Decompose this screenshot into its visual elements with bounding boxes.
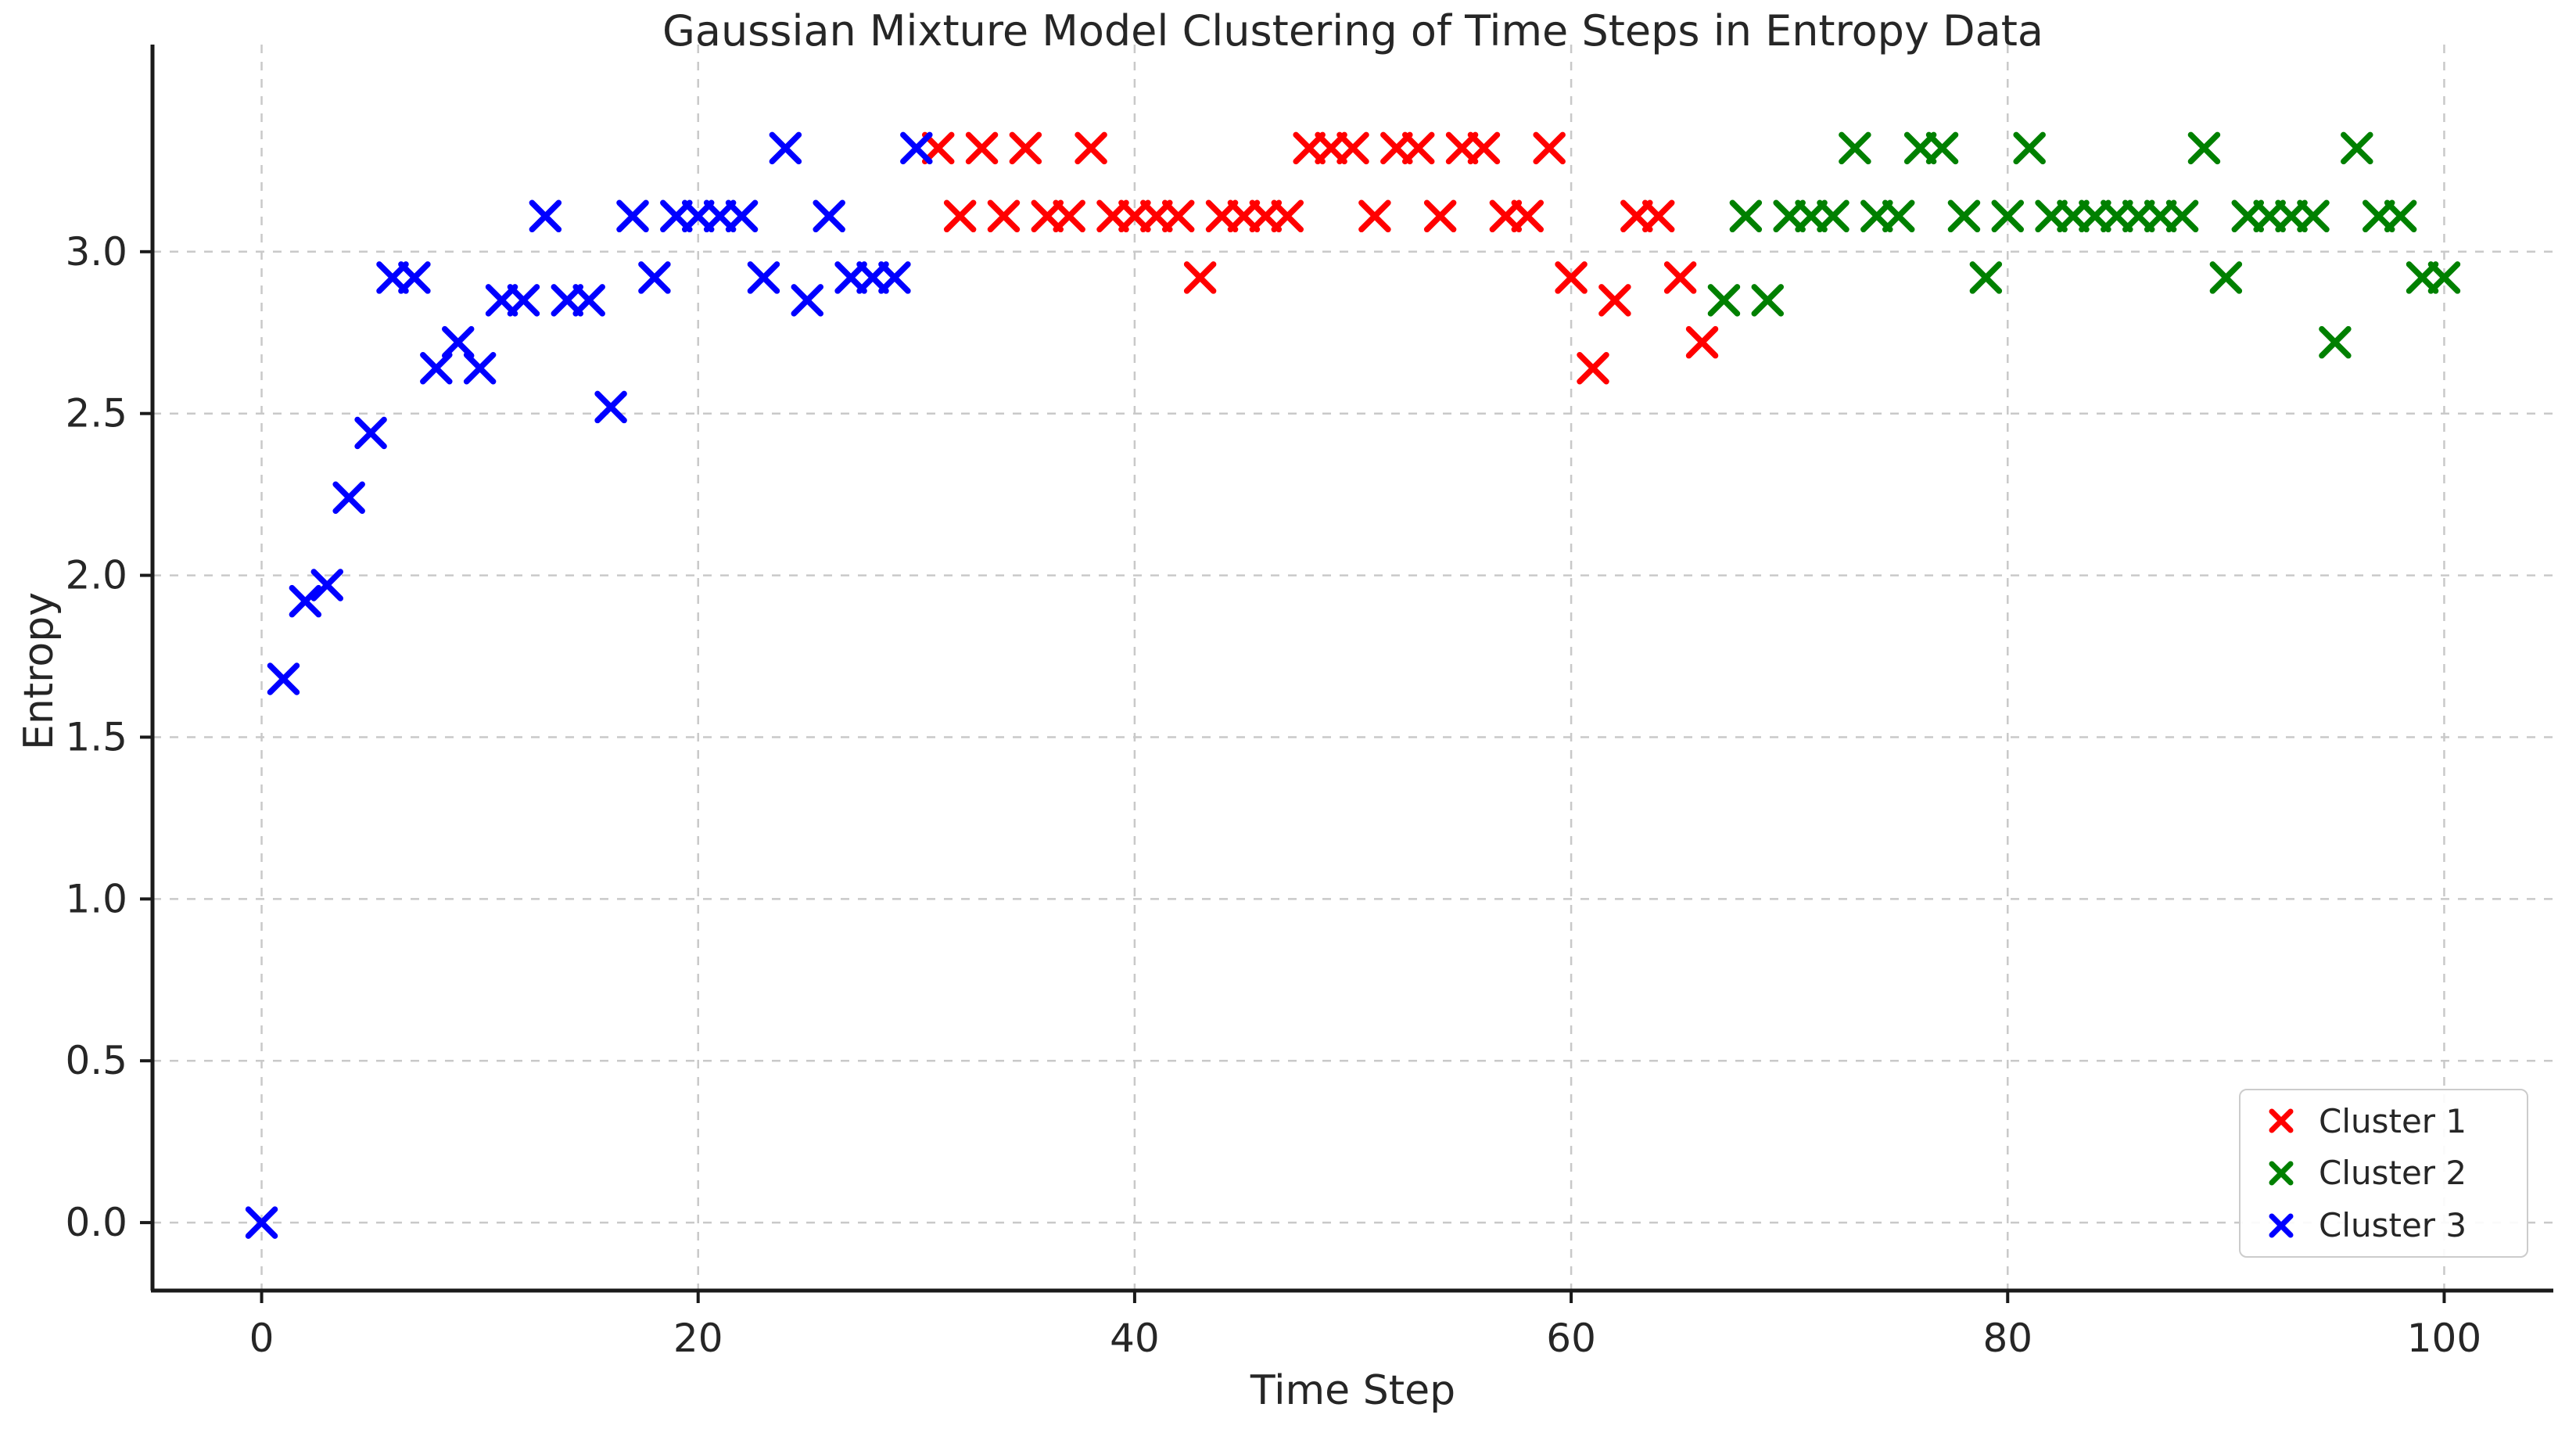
- legend-item-cluster-2: Cluster 2: [2241, 1147, 2527, 1199]
- x-tick-label: 80: [1982, 1316, 2032, 1361]
- data-point-marker: [2341, 131, 2373, 165]
- data-point-marker: [1161, 199, 1195, 233]
- data-point-marker: [987, 199, 1021, 233]
- data-point-marker: [725, 199, 759, 233]
- data-point-marker: [1423, 199, 1457, 233]
- data-point-marker: [2319, 325, 2352, 359]
- data-point-marker: [1075, 131, 1107, 165]
- data-point-marker: [1401, 131, 1435, 165]
- y-tick-label: 0.0: [65, 1200, 127, 1245]
- data-point-marker: [1751, 284, 1785, 317]
- data-point-marker: [747, 261, 780, 294]
- data-point-marker: [2297, 199, 2330, 233]
- data-point-marker: [638, 261, 671, 294]
- data-point-marker: [1577, 352, 1609, 385]
- data-point-marker: [1533, 131, 1566, 165]
- y-tick-label: 3.0: [65, 229, 127, 275]
- data-point-marker: [943, 199, 977, 233]
- data-point-marker: [1925, 131, 1959, 165]
- data-point-marker: [878, 261, 911, 294]
- y-tick-label: 2.0: [65, 553, 127, 598]
- data-point-marker: [1991, 199, 2025, 233]
- data-point-marker: [1336, 131, 1369, 165]
- data-point-marker: [1271, 199, 1304, 233]
- data-point-marker: [2427, 261, 2461, 294]
- data-point-marker: [965, 131, 999, 165]
- data-point-marker: [2013, 131, 2046, 165]
- data-point-marker: [332, 481, 365, 515]
- data-point-marker: [529, 199, 562, 233]
- legend: Cluster 1 Cluster 2 Cluster 3: [2239, 1089, 2528, 1258]
- data-point-marker: [267, 662, 300, 695]
- data-point-marker: [2165, 199, 2199, 233]
- data-point-marker: [507, 284, 540, 317]
- data-point-marker: [616, 199, 649, 233]
- data-point-marker: [594, 390, 627, 424]
- legend-label: Cluster 2: [2319, 1154, 2467, 1193]
- data-point-marker: [245, 1206, 278, 1239]
- data-point-marker: [1882, 199, 1915, 233]
- x-marker-icon: [2269, 1108, 2294, 1133]
- data-point-marker: [769, 131, 802, 165]
- data-point-marker: [289, 584, 322, 618]
- legend-item-cluster-1: Cluster 1: [2241, 1095, 2527, 1147]
- data-point-marker: [813, 199, 845, 233]
- data-point-marker: [1729, 199, 1763, 233]
- chart-title: Gaussian Mixture Model Clustering of Tim…: [662, 6, 2043, 56]
- y-tick-label: 2.5: [65, 391, 127, 436]
- data-point-marker: [1511, 199, 1545, 233]
- data-point-marker: [2209, 261, 2243, 294]
- data-point-marker: [900, 131, 933, 165]
- data-point-marker: [1641, 199, 1675, 233]
- x-tick-label: 60: [1546, 1316, 1596, 1361]
- data-point-marker: [1685, 325, 1719, 359]
- x-tick-label: 100: [2407, 1316, 2481, 1361]
- x-axis-label: Time Step: [1250, 1367, 1456, 1414]
- data-point-marker: [2187, 131, 2221, 165]
- data-point-marker: [1053, 199, 1085, 233]
- data-point-marker: [1358, 199, 1391, 233]
- data-point-marker: [441, 325, 475, 359]
- data-point-marker: [1947, 199, 1981, 233]
- data-point-marker: [420, 352, 453, 385]
- x-marker-icon: [2269, 1161, 2294, 1186]
- data-point-marker: [572, 284, 605, 317]
- legend-item-cluster-3: Cluster 3: [2241, 1200, 2527, 1251]
- data-point-marker: [1969, 261, 2003, 294]
- data-point-marker: [1707, 284, 1741, 317]
- legend-label: Cluster 3: [2319, 1206, 2467, 1245]
- data-point-marker: [1467, 131, 1501, 165]
- legend-label: Cluster 1: [2319, 1101, 2467, 1140]
- data-point-marker: [354, 416, 387, 450]
- data-point-marker: [310, 569, 344, 601]
- data-point-marker: [791, 284, 824, 317]
- data-point-marker: [1555, 261, 1588, 294]
- x-tick-label: 20: [673, 1316, 723, 1361]
- data-point-marker: [1663, 261, 1697, 294]
- data-point-marker: [1839, 131, 1871, 165]
- data-point-marker: [1183, 261, 1217, 294]
- x-tick-label: 0: [249, 1316, 274, 1361]
- y-axis-label: Entropy: [16, 591, 63, 751]
- data-point-marker: [398, 261, 431, 294]
- data-point-marker: [1817, 199, 1849, 233]
- data-point-marker: [463, 352, 497, 385]
- x-marker-icon: [2269, 1213, 2294, 1238]
- data-point-marker: [2384, 199, 2417, 233]
- data-point-marker: [1598, 284, 1631, 317]
- data-point-marker: [1009, 131, 1042, 165]
- y-tick-label: 0.5: [65, 1038, 127, 1083]
- y-tick-label: 1.5: [65, 714, 127, 759]
- x-tick-label: 40: [1110, 1316, 1160, 1361]
- y-tick-label: 1.0: [65, 876, 127, 921]
